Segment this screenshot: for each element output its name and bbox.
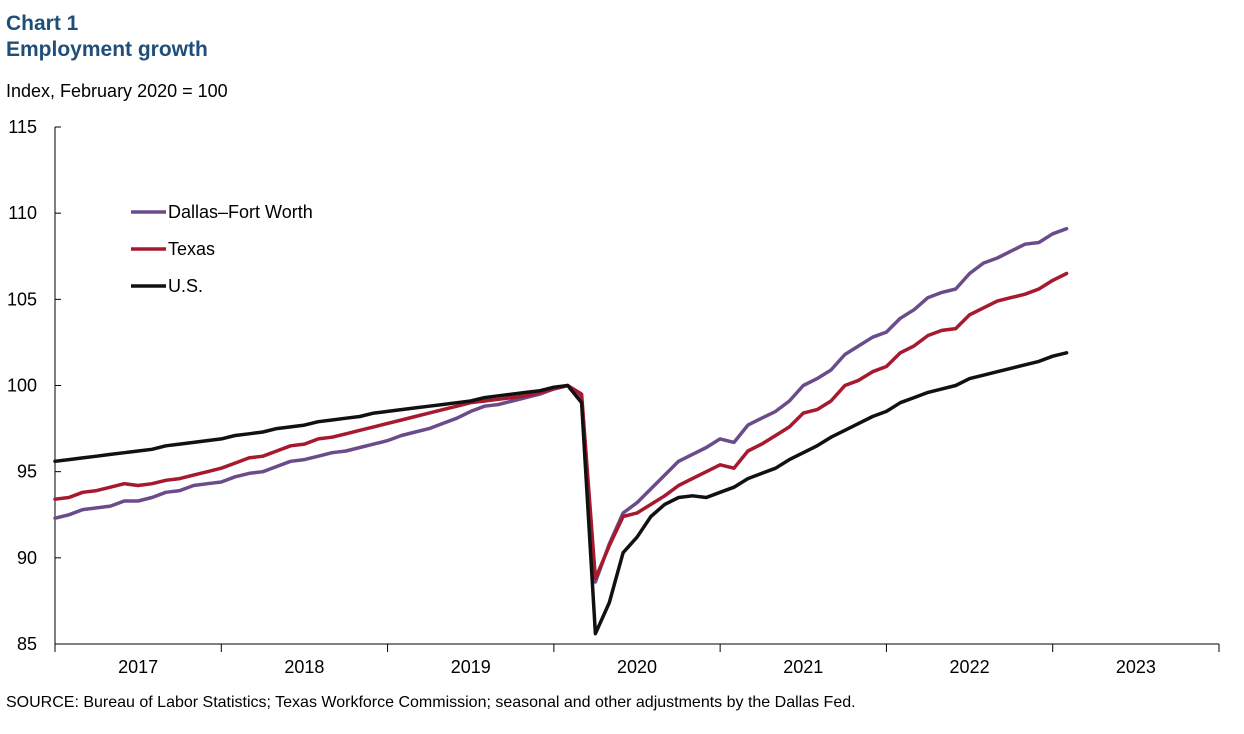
x-tick-label: 2022: [950, 657, 990, 677]
x-tick-label: 2023: [1116, 657, 1156, 677]
legend-label: U.S.: [168, 276, 203, 296]
x-tick-label: 2019: [451, 657, 491, 677]
series-line-1: [53, 271, 1069, 581]
x-tick-label: 2021: [783, 657, 823, 677]
y-tick-label: 85: [17, 634, 37, 654]
legend-label: Texas: [168, 239, 215, 259]
chart-number: Chart 1: [6, 12, 79, 35]
x-tick-label: 2018: [284, 657, 324, 677]
series-line-0: [53, 226, 1069, 584]
y-tick-label: 90: [17, 548, 37, 568]
y-tick-label: 110: [8, 203, 37, 223]
source-note: SOURCE: Bureau of Labor Statistics; Texa…: [6, 694, 856, 711]
series-line-2: [53, 351, 1069, 636]
y-tick-label: 95: [17, 462, 37, 482]
y-tick-label: 100: [7, 376, 37, 396]
y-tick-label: 115: [8, 117, 37, 137]
x-tick-label: 2020: [617, 657, 657, 677]
x-tick-label: 2017: [118, 657, 158, 677]
chart-title: Employment growth: [6, 38, 208, 61]
y-tick-label: 105: [7, 289, 37, 309]
y-axis-units-label: Index, February 2020 = 100: [6, 81, 228, 101]
legend-label: Dallas–Fort Worth: [168, 202, 313, 222]
